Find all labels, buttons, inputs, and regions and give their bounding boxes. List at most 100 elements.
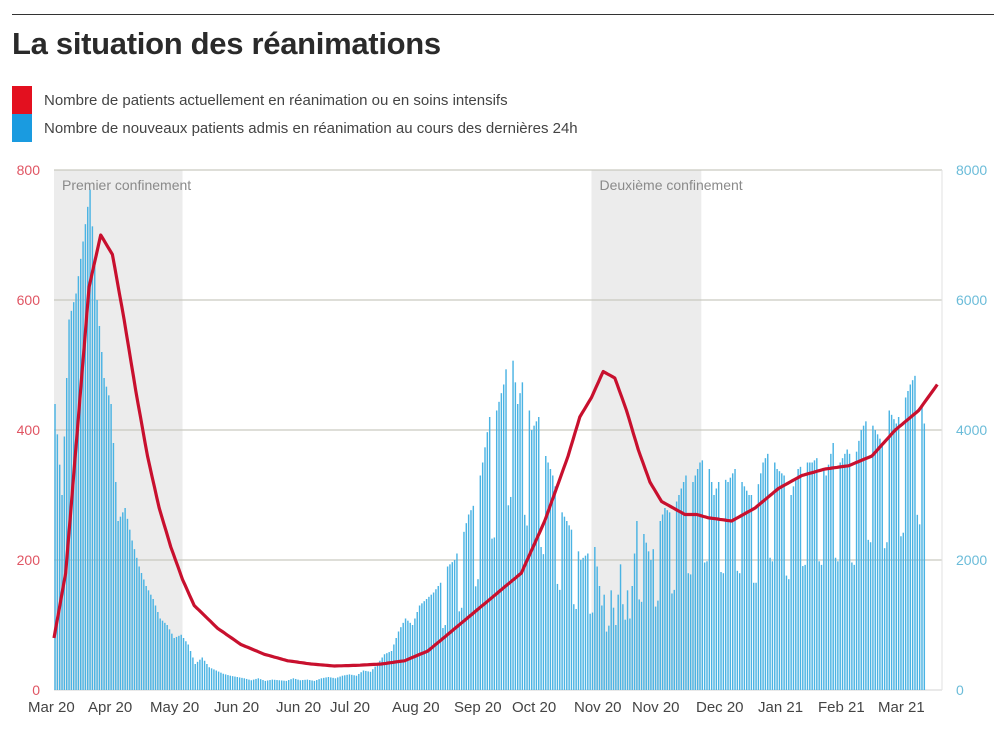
bar [830,453,832,690]
bar [451,562,453,690]
bar [867,539,869,690]
bar [587,553,589,690]
bar [255,678,257,690]
bar [792,486,795,690]
bar [236,677,239,690]
bar [636,521,638,690]
x-tick: Jun 20 [276,699,321,716]
bar [860,430,862,690]
bar [208,667,210,690]
bar [164,622,166,690]
bar [519,393,521,690]
bar [694,475,697,690]
bar [320,678,323,690]
bar [278,680,281,690]
bar [292,678,295,690]
bar [790,495,792,690]
bar [568,525,570,690]
x-tick: Oct 20 [512,699,556,716]
bar [844,453,846,690]
bar [465,523,468,690]
bar [154,605,157,690]
bar [89,189,91,690]
bar [498,401,500,690]
bar [879,438,881,690]
bar [379,660,381,690]
y-tick-right: 2000 [956,552,987,568]
bar [619,564,622,690]
bar [362,670,365,690]
bar [129,529,131,690]
bar [82,241,84,690]
bar [423,601,425,690]
bar [442,628,444,690]
bar [848,453,851,690]
bar [661,514,664,690]
bar [206,664,208,690]
y-tick-right: 8000 [956,162,987,178]
bar [717,482,720,690]
bar [344,675,346,690]
bar [341,675,344,690]
bar [217,671,220,690]
bar [755,582,757,690]
bar [657,600,659,690]
bar [407,620,409,690]
bar [629,618,631,690]
bar [84,224,87,690]
bar [449,564,451,690]
bar [117,521,119,690]
bar [701,460,704,690]
bar [804,564,806,690]
bar [542,554,545,690]
bar [893,419,895,690]
bar [383,654,386,690]
bar [56,434,59,690]
bar [428,596,430,690]
bar [386,653,388,690]
lockdown-label: Premier confinement [62,177,191,193]
bar [159,618,161,690]
bar [631,586,633,690]
bar [299,680,302,690]
bar [825,475,827,690]
legend-label: Nombre de patients actuellement en réani… [44,91,508,109]
bar [304,679,306,690]
bar [918,524,921,690]
bar [652,549,654,690]
bar [351,674,353,690]
bar [203,660,206,690]
bar [229,675,231,690]
bar [921,406,923,690]
bar [287,680,290,690]
bar [874,430,876,690]
bar [453,560,456,690]
bar [872,425,874,690]
bar [692,482,694,690]
bar [171,633,173,690]
bar [94,263,96,690]
bar [87,206,89,691]
bar [467,514,470,690]
bar [101,352,103,690]
bar [760,473,762,690]
bar [841,458,844,690]
bar [192,657,194,690]
bar [294,678,297,690]
bar [886,542,888,690]
bar [91,226,94,691]
legend-item-icu-current: Nombre de patients actuellement en réani… [12,86,578,114]
bar [535,421,538,690]
x-tick: May 20 [150,699,199,716]
bar [283,680,285,690]
x-tick: Nov 20 [632,699,680,716]
bar [528,410,531,690]
bar [306,679,309,690]
bar [680,488,683,690]
x-tick: Jun 20 [214,699,259,716]
bar [549,469,552,690]
x-tick: Sep 20 [454,699,502,716]
bar [809,462,811,690]
bar [582,557,584,690]
x-tick: Apr 20 [88,699,132,716]
